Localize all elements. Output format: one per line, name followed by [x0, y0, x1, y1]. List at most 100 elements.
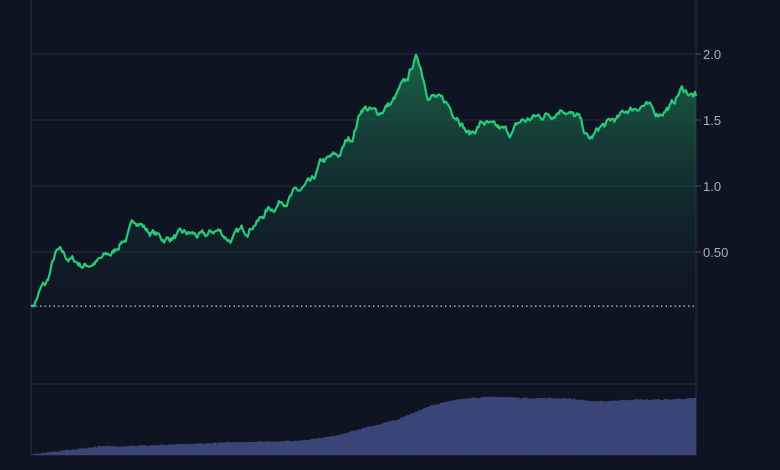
volume-bar: [323, 437, 326, 455]
volume-bar: [558, 398, 562, 455]
volume-bar: [157, 445, 161, 455]
volume-bar: [208, 443, 211, 455]
volume-bar: [99, 446, 102, 455]
volume-bar: [575, 399, 578, 455]
volume-bar: [655, 399, 659, 455]
volume-bar: [615, 400, 618, 455]
volume-bar: [214, 442, 217, 455]
volume-bar: [599, 401, 602, 455]
volume-bar: [105, 446, 108, 455]
volume-bar: [554, 398, 558, 455]
volume-bar: [417, 410, 421, 455]
volume-bar: [492, 396, 495, 455]
y-tick-label: 1.5: [703, 113, 721, 128]
volume-bar: [653, 399, 657, 455]
volume-bar: [371, 426, 374, 455]
y-tick-label: 1.0: [703, 179, 721, 194]
volume-bar: [355, 430, 358, 455]
volume-bar: [581, 399, 584, 455]
volume-bar: [460, 398, 463, 455]
volume-bar: [657, 399, 661, 455]
volume-bar: [379, 424, 383, 455]
volume-bar: [577, 399, 580, 455]
volume-bar: [488, 396, 491, 455]
volume-bar: [689, 398, 693, 455]
volume-bar: [297, 441, 300, 455]
volume-bar: [530, 398, 534, 455]
volume-bar: [365, 427, 368, 455]
volume-bar: [367, 426, 370, 455]
volume-bar: [571, 399, 574, 455]
volume-bar: [246, 442, 250, 455]
volume-bar: [357, 429, 360, 455]
volume-bar: [423, 407, 427, 455]
volume-bar: [55, 451, 58, 455]
volume-bar: [315, 438, 318, 455]
volume-bar: [415, 411, 419, 455]
volume-bar: [337, 435, 340, 455]
volume-bar: [248, 442, 252, 455]
volume-bar: [47, 451, 50, 455]
volume-bar: [200, 443, 203, 455]
volume-bar: [498, 397, 501, 455]
volume-bar: [421, 408, 425, 455]
volume-bar: [222, 442, 225, 455]
volume-bar: [87, 447, 90, 455]
volume-bar: [597, 401, 600, 455]
volume-bar: [671, 399, 675, 455]
volume-bar: [440, 402, 443, 455]
volume-bar: [147, 445, 151, 455]
volume-bar: [339, 434, 342, 455]
volume-bar: [506, 397, 509, 455]
volume-bar: [444, 401, 447, 455]
volume-bar: [540, 398, 544, 455]
volume-bar: [218, 442, 221, 455]
price-line: [30, 53, 698, 308]
volume-bar: [212, 442, 215, 455]
volume-bar: [270, 441, 274, 455]
y-tick-label: 0.50: [703, 245, 728, 260]
volume-bar: [496, 397, 499, 455]
volume-bar: [401, 417, 405, 455]
volume-bar: [353, 430, 356, 455]
volume-bar: [276, 441, 280, 455]
volume-bar: [373, 425, 376, 455]
volume-bar: [196, 443, 199, 455]
volume-bar: [85, 448, 88, 455]
volume-bar: [45, 452, 48, 455]
volume-bar: [107, 445, 110, 455]
volume-bar: [456, 399, 459, 455]
volume-bar: [538, 398, 542, 455]
volume-bar: [510, 397, 514, 455]
volume-bar: [591, 401, 594, 455]
volume-bar: [37, 453, 40, 455]
volume-bar: [345, 433, 348, 455]
volume-bar: [508, 397, 512, 455]
volume-bar: [472, 397, 475, 455]
volume-bar: [268, 441, 272, 455]
volume-bar: [224, 442, 227, 455]
volume-bar: [595, 401, 598, 455]
volume-bar: [290, 441, 294, 455]
volume-bar: [526, 398, 530, 455]
volume-bar: [589, 401, 592, 455]
volume-bar: [170, 444, 173, 455]
volume-bar: [137, 445, 141, 455]
volume-bar: [613, 400, 616, 455]
volume-bar: [127, 446, 131, 455]
volume-bar: [504, 397, 507, 455]
volume-bar: [59, 451, 62, 455]
volume-bar: [542, 397, 546, 455]
volume-bar: [468, 398, 471, 455]
volume-bar: [309, 439, 312, 455]
volume-bar: [560, 398, 564, 455]
volume-bar: [494, 396, 497, 455]
volume-bar: [139, 445, 143, 455]
volume-bar: [164, 445, 167, 455]
volume-bar: [327, 436, 330, 455]
volume-bar: [522, 397, 526, 455]
volume-bar: [605, 401, 608, 455]
volume-bar: [383, 422, 387, 455]
volume-bar: [343, 433, 346, 455]
volume-bar: [174, 444, 177, 455]
